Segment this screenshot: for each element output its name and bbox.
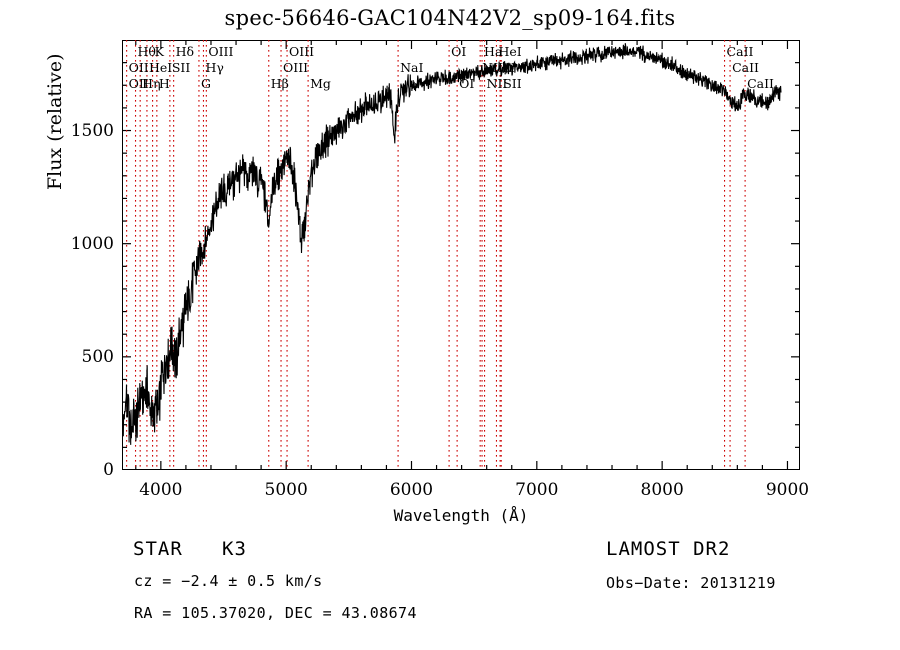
line-id-label: OIII <box>208 44 234 59</box>
x-tick-label: 9000 <box>765 480 810 500</box>
line-id-label: Hβ <box>270 76 289 91</box>
plot-canvas <box>122 40 800 470</box>
x-tick-label: 8000 <box>640 480 684 500</box>
obs-date: Obs−Date: 20131219 <box>606 574 776 592</box>
redshift-velocity: cz = −2.4 ± 0.5 km/s <box>134 572 323 590</box>
line-id-label: Hγ <box>205 60 224 75</box>
page-title: spec-56646-GAC104N42V2_sp09-164.fits <box>224 6 676 30</box>
line-id-label: OI <box>459 76 475 91</box>
line-id-label: Li <box>502 60 515 75</box>
line-id-label: Hθ <box>137 44 156 59</box>
line-id-label: OII <box>128 76 149 91</box>
line-id-label: SII <box>503 76 522 91</box>
x-tick-label: 7000 <box>515 480 559 500</box>
line-id-label: H <box>158 76 170 91</box>
line-id-label: Mg <box>310 76 331 91</box>
y-tick-label: 0 <box>103 460 114 480</box>
line-id-label: K <box>154 44 164 59</box>
line-id-label: HeI <box>498 44 522 59</box>
line-id-label: CaII <box>726 44 754 59</box>
coordinates: RA = 105.37020, DEC = 43.08674 <box>134 604 417 622</box>
x-tick-label: 6000 <box>389 480 434 500</box>
x-tick-label: 4000 <box>139 480 183 500</box>
line-id-label: NII <box>486 76 508 91</box>
x-tick-label: 5000 <box>264 480 308 500</box>
line-id-label: OIII <box>289 44 315 59</box>
object-type: STAR <box>133 538 183 560</box>
line-id-label: Hη <box>142 76 161 91</box>
y-tick-label: 1500 <box>70 120 114 141</box>
line-id-label: NaI <box>400 60 424 75</box>
line-id-label: CaII <box>747 76 774 91</box>
y-axis-label: Flux (relative) <box>44 53 66 191</box>
plot-frame <box>122 40 800 470</box>
survey-name: LAMOST DR2 <box>606 538 731 560</box>
spectrum-plot: 0 500 1000 1500 4000 5000 6000 7000 8000 9000 Hθ… <box>44 40 809 525</box>
spectrum-svg <box>122 40 800 470</box>
spectral-class: K3 <box>222 538 247 560</box>
line-id-label: OII <box>128 60 149 75</box>
line-id-label: OI <box>451 44 467 59</box>
line-id-label: NII <box>482 60 503 75</box>
line-id-label: G <box>200 76 211 91</box>
x-axis-label: Wavelength (Å) <box>393 506 529 525</box>
line-id-label: SII <box>171 60 191 75</box>
y-tick-label: 1000 <box>70 233 114 254</box>
line-id-label: HeI <box>148 60 173 75</box>
line-id-label: Hδ <box>175 44 195 59</box>
line-id-label: CaII <box>732 60 759 75</box>
line-id-label: Ha <box>484 44 503 59</box>
line-id-label: OIII <box>283 60 309 75</box>
y-tick-label: 500 <box>81 346 114 367</box>
